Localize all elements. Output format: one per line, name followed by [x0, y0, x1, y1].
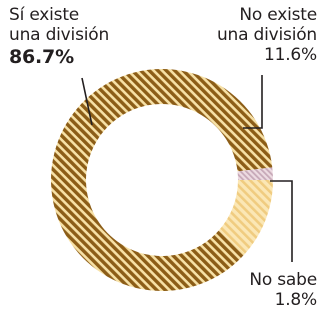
slice-si-existe [50, 68, 273, 292]
label-si-existe: Sí existe una división 86.7% [9, 5, 109, 67]
slice-no-sabe [237, 167, 273, 180]
slices-group [50, 68, 274, 292]
label-no-existe-line2: una división [216, 25, 317, 45]
leader-line-no-existe [243, 75, 263, 129]
label-si-existe-line1: Sí existe [9, 5, 80, 25]
label-si-existe-line2: una división [9, 25, 110, 45]
value-si-existe: 86.7% [9, 46, 74, 68]
label-no-sabe: No sabe 1.8% [249, 270, 317, 310]
label-no-existe-line1: No existe [239, 5, 317, 25]
leader-line-no-sabe [270, 180, 293, 262]
value-no-existe: 11.6% [263, 45, 317, 65]
label-no-sabe-line1: No sabe [249, 270, 317, 290]
leader-lines [81, 75, 293, 262]
value-no-sabe: 1.8% [274, 290, 318, 310]
slice-no-existe [218, 179, 274, 254]
leader-line-si-existe [81, 77, 93, 126]
label-no-existe: No existe una división 11.6% [217, 5, 317, 65]
